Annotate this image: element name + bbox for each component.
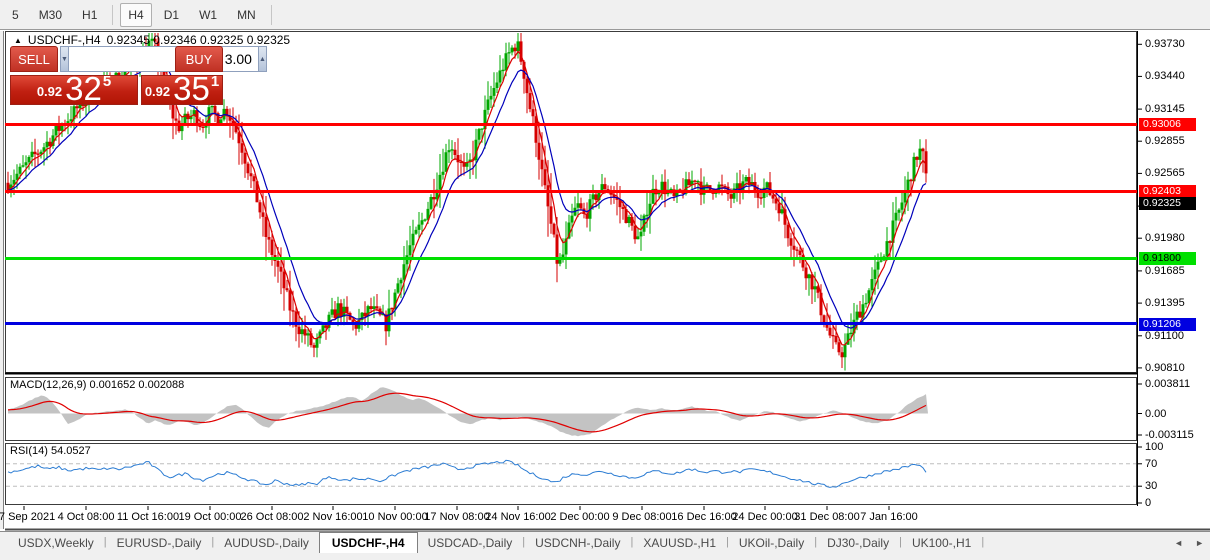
price-tick-label: 0.90810 [1145, 361, 1185, 374]
sell-price-frac: 0.92 [36, 84, 63, 99]
price-badge-0.92325: 0.92325 [1139, 197, 1196, 210]
price-tick-label: 0.91395 [1145, 297, 1185, 310]
tab-UKOil-,Daily[interactable]: UKOil-,Daily [738, 536, 805, 550]
time-axis-label: 27 Sep 2021 [0, 511, 56, 523]
buy-price-frac: 0.92 [144, 84, 171, 99]
horizontal-line-0.93006[interactable] [5, 123, 1137, 126]
rsi-axis-label: 0 [1145, 497, 1152, 509]
tab-separator: | [522, 536, 526, 548]
tab-separator: | [814, 536, 818, 548]
tab-scroll-nav: ◄ ► [1174, 538, 1204, 548]
one-click-trade-panel: SELL ▼ ▲ BUY 0.92 32 5 0.92 35 1 [10, 46, 267, 107]
price-tick-label: 0.93730 [1145, 38, 1185, 51]
volume-spinner: ▼ ▲ [60, 46, 267, 72]
chart-symbol: USDCHF-,H4 [27, 33, 101, 47]
tab-AUDUSD-,Daily[interactable]: AUDUSD-,Daily [224, 536, 309, 550]
sell-price-sup: 5 [102, 73, 112, 90]
price-tick-label: 0.92855 [1145, 135, 1185, 148]
volume-decrease-button[interactable]: ▼ [60, 46, 69, 72]
timeframe-toolbar: 5 M30 H1 H4 D1 W1 MN [0, 0, 1210, 30]
price-tick-label: 0.91685 [1145, 264, 1185, 277]
timeframe-H1[interactable]: H1 [82, 7, 98, 22]
time-axis-label: 19 Oct 00:00 [178, 511, 242, 523]
toolbar-separator [112, 4, 114, 25]
chart-tab-bar: USDX,Weekly | EURUSD-,Daily | AUDUSD-,Daily U… [0, 531, 1210, 560]
macd-label: MACD(12,26,9) 0.001652 0.002088 [10, 379, 185, 391]
sell-price-box[interactable]: 0.92 32 5 [10, 70, 138, 107]
buy-price-big: 35 [173, 70, 210, 107]
tab-XAUUSD-,H1[interactable]: XAUUSD-,H1 [643, 536, 716, 550]
timeframe-W1[interactable]: W1 [199, 7, 218, 22]
toolbar-separator [270, 4, 272, 25]
timeframe-D1[interactable]: D1 [163, 7, 180, 22]
volume-input[interactable] [68, 46, 258, 72]
price-badge-0.92403: 0.92403 [1139, 184, 1196, 198]
price-badge-0.91800: 0.91800 [1139, 251, 1196, 265]
time-axis-label: 26 Oct 08:00 [240, 511, 304, 523]
macd-axis-label: 0.003811 [1145, 378, 1191, 390]
horizontal-line-0.91206[interactable] [5, 322, 1137, 325]
tab-scroll-left-icon[interactable]: ◄ [1174, 538, 1184, 548]
tab-separator: | [211, 536, 215, 548]
price-tick-label: 0.91980 [1145, 232, 1185, 245]
tab-separator: | [630, 536, 634, 548]
rsi-axis-label: 70 [1145, 457, 1158, 470]
time-axis-label: 24 Dec 00:00 [732, 511, 798, 523]
time-axis-label: 2 Dec 00:00 [550, 511, 610, 523]
chart-title-row: ▲ USDCHF-,H4 0.92345 0.92346 0.92325 0.9… [14, 33, 290, 47]
macd-axis-label: 0.00 [1145, 407, 1167, 420]
rsi-label: RSI(14) 54.0527 [10, 445, 91, 457]
tab-scroll-right-icon[interactable]: ► [1195, 538, 1204, 548]
timeframe-MN[interactable]: MN [237, 7, 256, 22]
collapse-chart-icon[interactable]: ▲ [14, 35, 22, 45]
horizontal-line-0.92403[interactable] [5, 190, 1137, 193]
tab-EURUSD-,Daily[interactable]: EURUSD-,Daily [116, 536, 202, 550]
price-tick-label: 0.93440 [1145, 70, 1185, 83]
tab-DJ30-,Daily[interactable]: DJ30-,Daily [827, 536, 890, 550]
tab-separator: | [899, 536, 902, 548]
sell-price-big: 32 [65, 70, 102, 107]
rsi-axis-label: 30 [1145, 480, 1158, 493]
volume-increase-button[interactable]: ▲ [257, 46, 267, 72]
price-badge-0.93006: 0.93006 [1139, 118, 1196, 131]
window-left-border [3, 31, 4, 529]
price-tick-label: 0.91100 [1145, 329, 1184, 342]
tab-UK100-,H1[interactable]: UK100-,H1 [911, 536, 972, 550]
chart-ohlc-values: 0.92345 0.92346 0.92325 0.92325 [106, 33, 291, 47]
time-axis-label: 9 Dec 08:00 [612, 511, 672, 523]
tab-separator: | [726, 536, 729, 548]
price-tick-label: 0.93145 [1145, 103, 1185, 116]
time-axis-label: 24 Nov 16:00 [485, 511, 551, 523]
macd-axis-label: -0.003115 [1145, 429, 1194, 441]
price-tick-label: 0.92565 [1145, 167, 1185, 180]
tab-separator: | [103, 536, 107, 548]
tab-USDCNH-,Daily[interactable]: USDCNH-,Daily [535, 536, 621, 550]
time-axis-label: 11 Oct 16:00 [116, 511, 180, 523]
time-axis-label: 10 Nov 00:00 [362, 511, 428, 523]
time-axis-label: 17 Nov 08:00 [424, 511, 490, 523]
timeframe-5[interactable]: 5 [12, 7, 19, 22]
buy-price-box[interactable]: 0.92 35 1 [141, 70, 223, 107]
window-left-margin [0, 31, 3, 529]
horizontal-line-0.91800[interactable] [5, 257, 1137, 260]
tab-USDCHF-,H4[interactable]: USDCHF-,H4 [318, 532, 418, 553]
time-axis-label: 2 Nov 16:00 [303, 511, 363, 523]
tab-separator: | [981, 536, 985, 548]
price-badge-0.91206: 0.91206 [1139, 317, 1196, 331]
buy-price-sup: 1 [210, 73, 220, 90]
tab-USDX,Weekly[interactable]: USDX,Weekly [18, 536, 94, 550]
sell-button[interactable]: SELL [10, 46, 58, 72]
time-axis-label: 4 Oct 08:00 [57, 511, 115, 523]
time-axis-label: 31 Dec 08:00 [794, 511, 860, 523]
time-axis-label: 7 Jan 16:00 [860, 511, 918, 523]
tab-USDCAD-,Daily[interactable]: USDCAD-,Daily [427, 536, 513, 550]
timeframe-H4[interactable]: H4 [120, 2, 152, 27]
time-axis-label: 16 Dec 16:00 [671, 511, 737, 523]
buy-button[interactable]: BUY [175, 46, 223, 72]
rsi-axis-label: 100 [1145, 441, 1164, 453]
timeframe-M30[interactable]: M30 [38, 7, 63, 22]
